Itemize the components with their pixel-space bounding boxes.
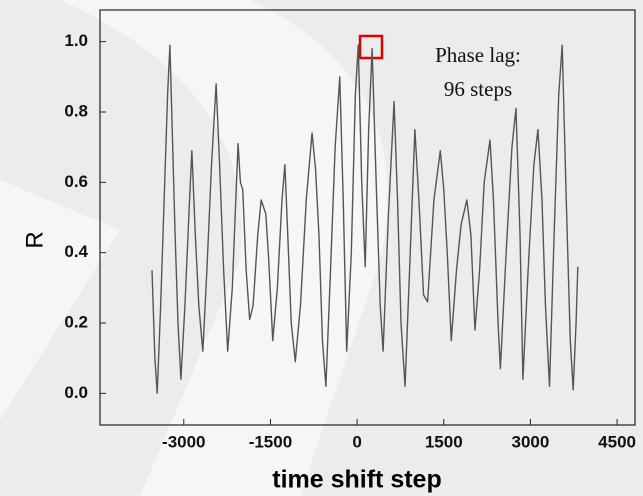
x-axis-label: time shift step xyxy=(272,466,441,494)
watermark xyxy=(0,180,120,420)
x-tick-label: 1500 xyxy=(425,432,463,451)
y-tick-label: 0.4 xyxy=(64,242,88,261)
x-tick-label: 3000 xyxy=(512,432,550,451)
plot-frame xyxy=(99,9,636,426)
y-tick-label: 0.0 xyxy=(64,383,88,402)
y-axis-label: R xyxy=(21,231,48,248)
x-tick-label: -3000 xyxy=(162,432,205,451)
data-line xyxy=(151,44,579,395)
annotation: 96 steps xyxy=(444,77,512,101)
x-tick-label: -1500 xyxy=(249,432,292,451)
annotation: Phase lag: xyxy=(435,43,521,67)
x-tick-label: 0 xyxy=(352,432,361,451)
y-tick-label: 0.6 xyxy=(64,172,88,191)
y-tick-label: 0.2 xyxy=(64,312,88,331)
y-tick-label: 1.0 xyxy=(64,31,88,50)
x-tick-label: 4500 xyxy=(598,432,636,451)
y-tick-label: 0.8 xyxy=(64,101,88,120)
highlight-box xyxy=(358,34,384,60)
watermark xyxy=(60,0,388,496)
